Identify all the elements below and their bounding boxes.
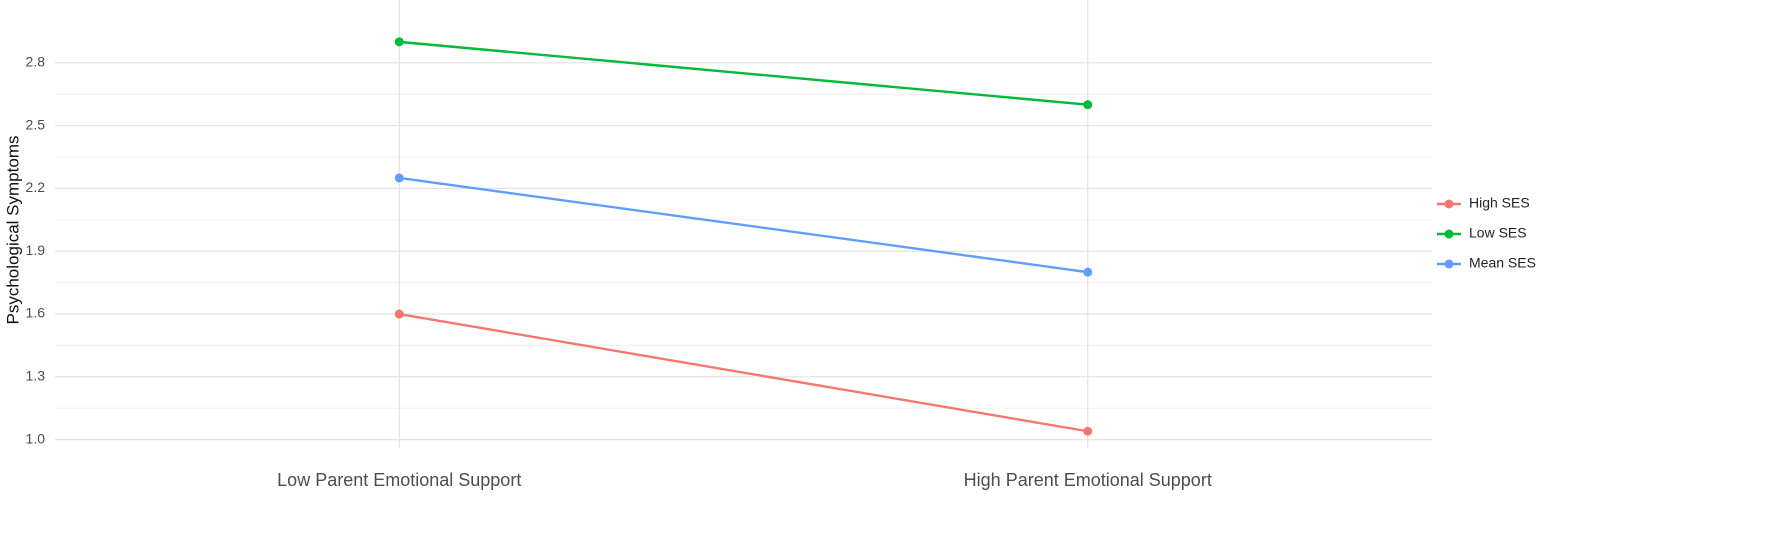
data-point — [394, 309, 404, 319]
series-line — [399, 312, 1088, 433]
data-point — [1083, 267, 1093, 277]
legend-label: High SES — [1469, 195, 1530, 211]
y-tick-label: 1.0 — [26, 430, 46, 446]
y-tick-label: 1.3 — [26, 368, 46, 384]
x-tick-label: High Parent Emotional Support — [964, 470, 1212, 490]
legend-key-point — [1444, 259, 1454, 269]
x-tick-label: Low Parent Emotional Support — [277, 470, 521, 490]
y-tick-label: 1.9 — [26, 242, 46, 258]
y-tick-label: 1.6 — [26, 305, 46, 321]
data-point — [1083, 100, 1093, 110]
data-point — [1083, 426, 1093, 436]
legend-label: Mean SES — [1469, 255, 1536, 271]
y-tick-label: 2.2 — [26, 179, 46, 195]
data-point — [394, 173, 404, 183]
series-line — [399, 40, 1088, 106]
series-line — [399, 176, 1088, 274]
y-axis-title: Psychological Symptoms — [3, 136, 22, 325]
legend-key-point — [1444, 199, 1454, 209]
legend-key-point — [1444, 229, 1454, 239]
data-point — [394, 37, 404, 47]
y-tick-label: 2.5 — [26, 116, 46, 132]
y-tick-label: 2.8 — [26, 54, 46, 70]
legend-label: Low SES — [1469, 225, 1527, 241]
